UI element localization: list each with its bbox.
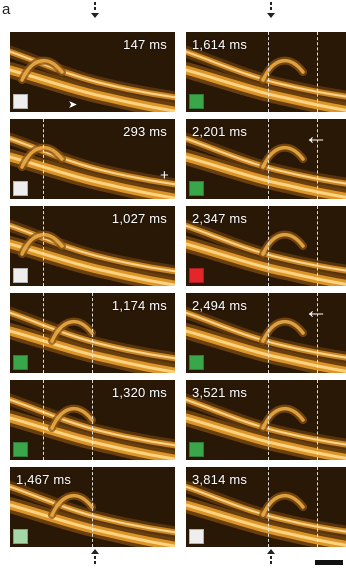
dashed-line xyxy=(268,206,269,286)
frame-time: 2,494 ms xyxy=(192,298,248,313)
afm-frame: 1,027 ms xyxy=(10,206,175,286)
dashed-line xyxy=(92,380,93,460)
dashed-line xyxy=(317,467,318,547)
afm-frame: 2,494 ms ← xyxy=(186,293,346,373)
dashed-line xyxy=(43,380,44,460)
dashed-line xyxy=(268,293,269,373)
arrowhead-annotation: ➤ xyxy=(68,99,78,111)
state-square xyxy=(13,442,28,457)
bottom-marker-left xyxy=(90,549,100,569)
dashed-line xyxy=(92,293,93,373)
dashed-line xyxy=(268,380,269,460)
afm-frame: 2,201 ms ← xyxy=(186,119,346,199)
frame-time: 3,814 ms xyxy=(192,472,248,487)
filament-image xyxy=(186,293,346,373)
state-square xyxy=(189,268,204,283)
frame-time: 293 ms xyxy=(123,124,167,139)
afm-frame: 147 ms ➤ xyxy=(10,32,175,112)
state-square xyxy=(189,442,204,457)
panel-label: a xyxy=(2,1,11,18)
frame-time: 2,201 ms xyxy=(192,124,248,139)
filament-image xyxy=(10,119,175,199)
afm-frame: 1,614 ms xyxy=(186,32,346,112)
top-marker-right xyxy=(266,2,276,22)
afm-frame: 2,347 ms xyxy=(186,206,346,286)
frame-time: 1,027 ms xyxy=(111,211,167,226)
state-square xyxy=(13,529,28,544)
filament-image xyxy=(10,206,175,286)
state-square xyxy=(13,355,28,370)
dashed-line xyxy=(317,380,318,460)
scale-bar xyxy=(315,560,343,565)
dashed-line xyxy=(43,206,44,286)
afm-frame: 3,521 ms xyxy=(186,380,346,460)
bottom-marker-right xyxy=(266,549,276,569)
dashed-line xyxy=(43,119,44,199)
frame-time: 1,614 ms xyxy=(192,37,248,52)
state-square xyxy=(189,529,204,544)
arrow-annotation: ← xyxy=(304,297,328,324)
frame-time: 1,467 ms xyxy=(16,472,72,487)
dashed-line xyxy=(92,467,93,547)
afm-frame: 293 ms + xyxy=(10,119,175,199)
state-square xyxy=(189,355,204,370)
filament-image xyxy=(186,32,346,112)
state-square xyxy=(13,181,28,196)
filament-image xyxy=(186,467,346,547)
filament-image xyxy=(186,380,346,460)
dashed-line xyxy=(268,32,269,112)
frame-time: 1,174 ms xyxy=(111,298,167,313)
frame-time: 2,347 ms xyxy=(192,211,248,226)
dashed-line xyxy=(268,467,269,547)
dashed-line xyxy=(317,206,318,286)
state-square xyxy=(189,181,204,196)
afm-frame: 1,174 ms xyxy=(10,293,175,373)
frame-time: 1,320 ms xyxy=(111,385,167,400)
state-square xyxy=(13,94,28,109)
dashed-line xyxy=(317,119,318,199)
afm-frame: 1,467 ms xyxy=(10,467,175,547)
frame-time: 3,521 ms xyxy=(192,385,248,400)
dashed-line xyxy=(43,293,44,373)
filament-image xyxy=(10,32,175,112)
arrow-annotation: ← xyxy=(304,123,328,150)
filament-image xyxy=(186,206,346,286)
dashed-line xyxy=(268,119,269,199)
filament-image xyxy=(186,119,346,199)
dashed-line xyxy=(317,32,318,112)
dashed-line xyxy=(317,293,318,373)
plus-annotation: + xyxy=(160,167,169,184)
afm-frame: 3,814 ms xyxy=(186,467,346,547)
state-square xyxy=(13,268,28,283)
afm-frame: 1,320 ms xyxy=(10,380,175,460)
top-marker-left xyxy=(90,2,100,22)
state-square xyxy=(189,94,204,109)
frame-time: 147 ms xyxy=(123,37,167,52)
